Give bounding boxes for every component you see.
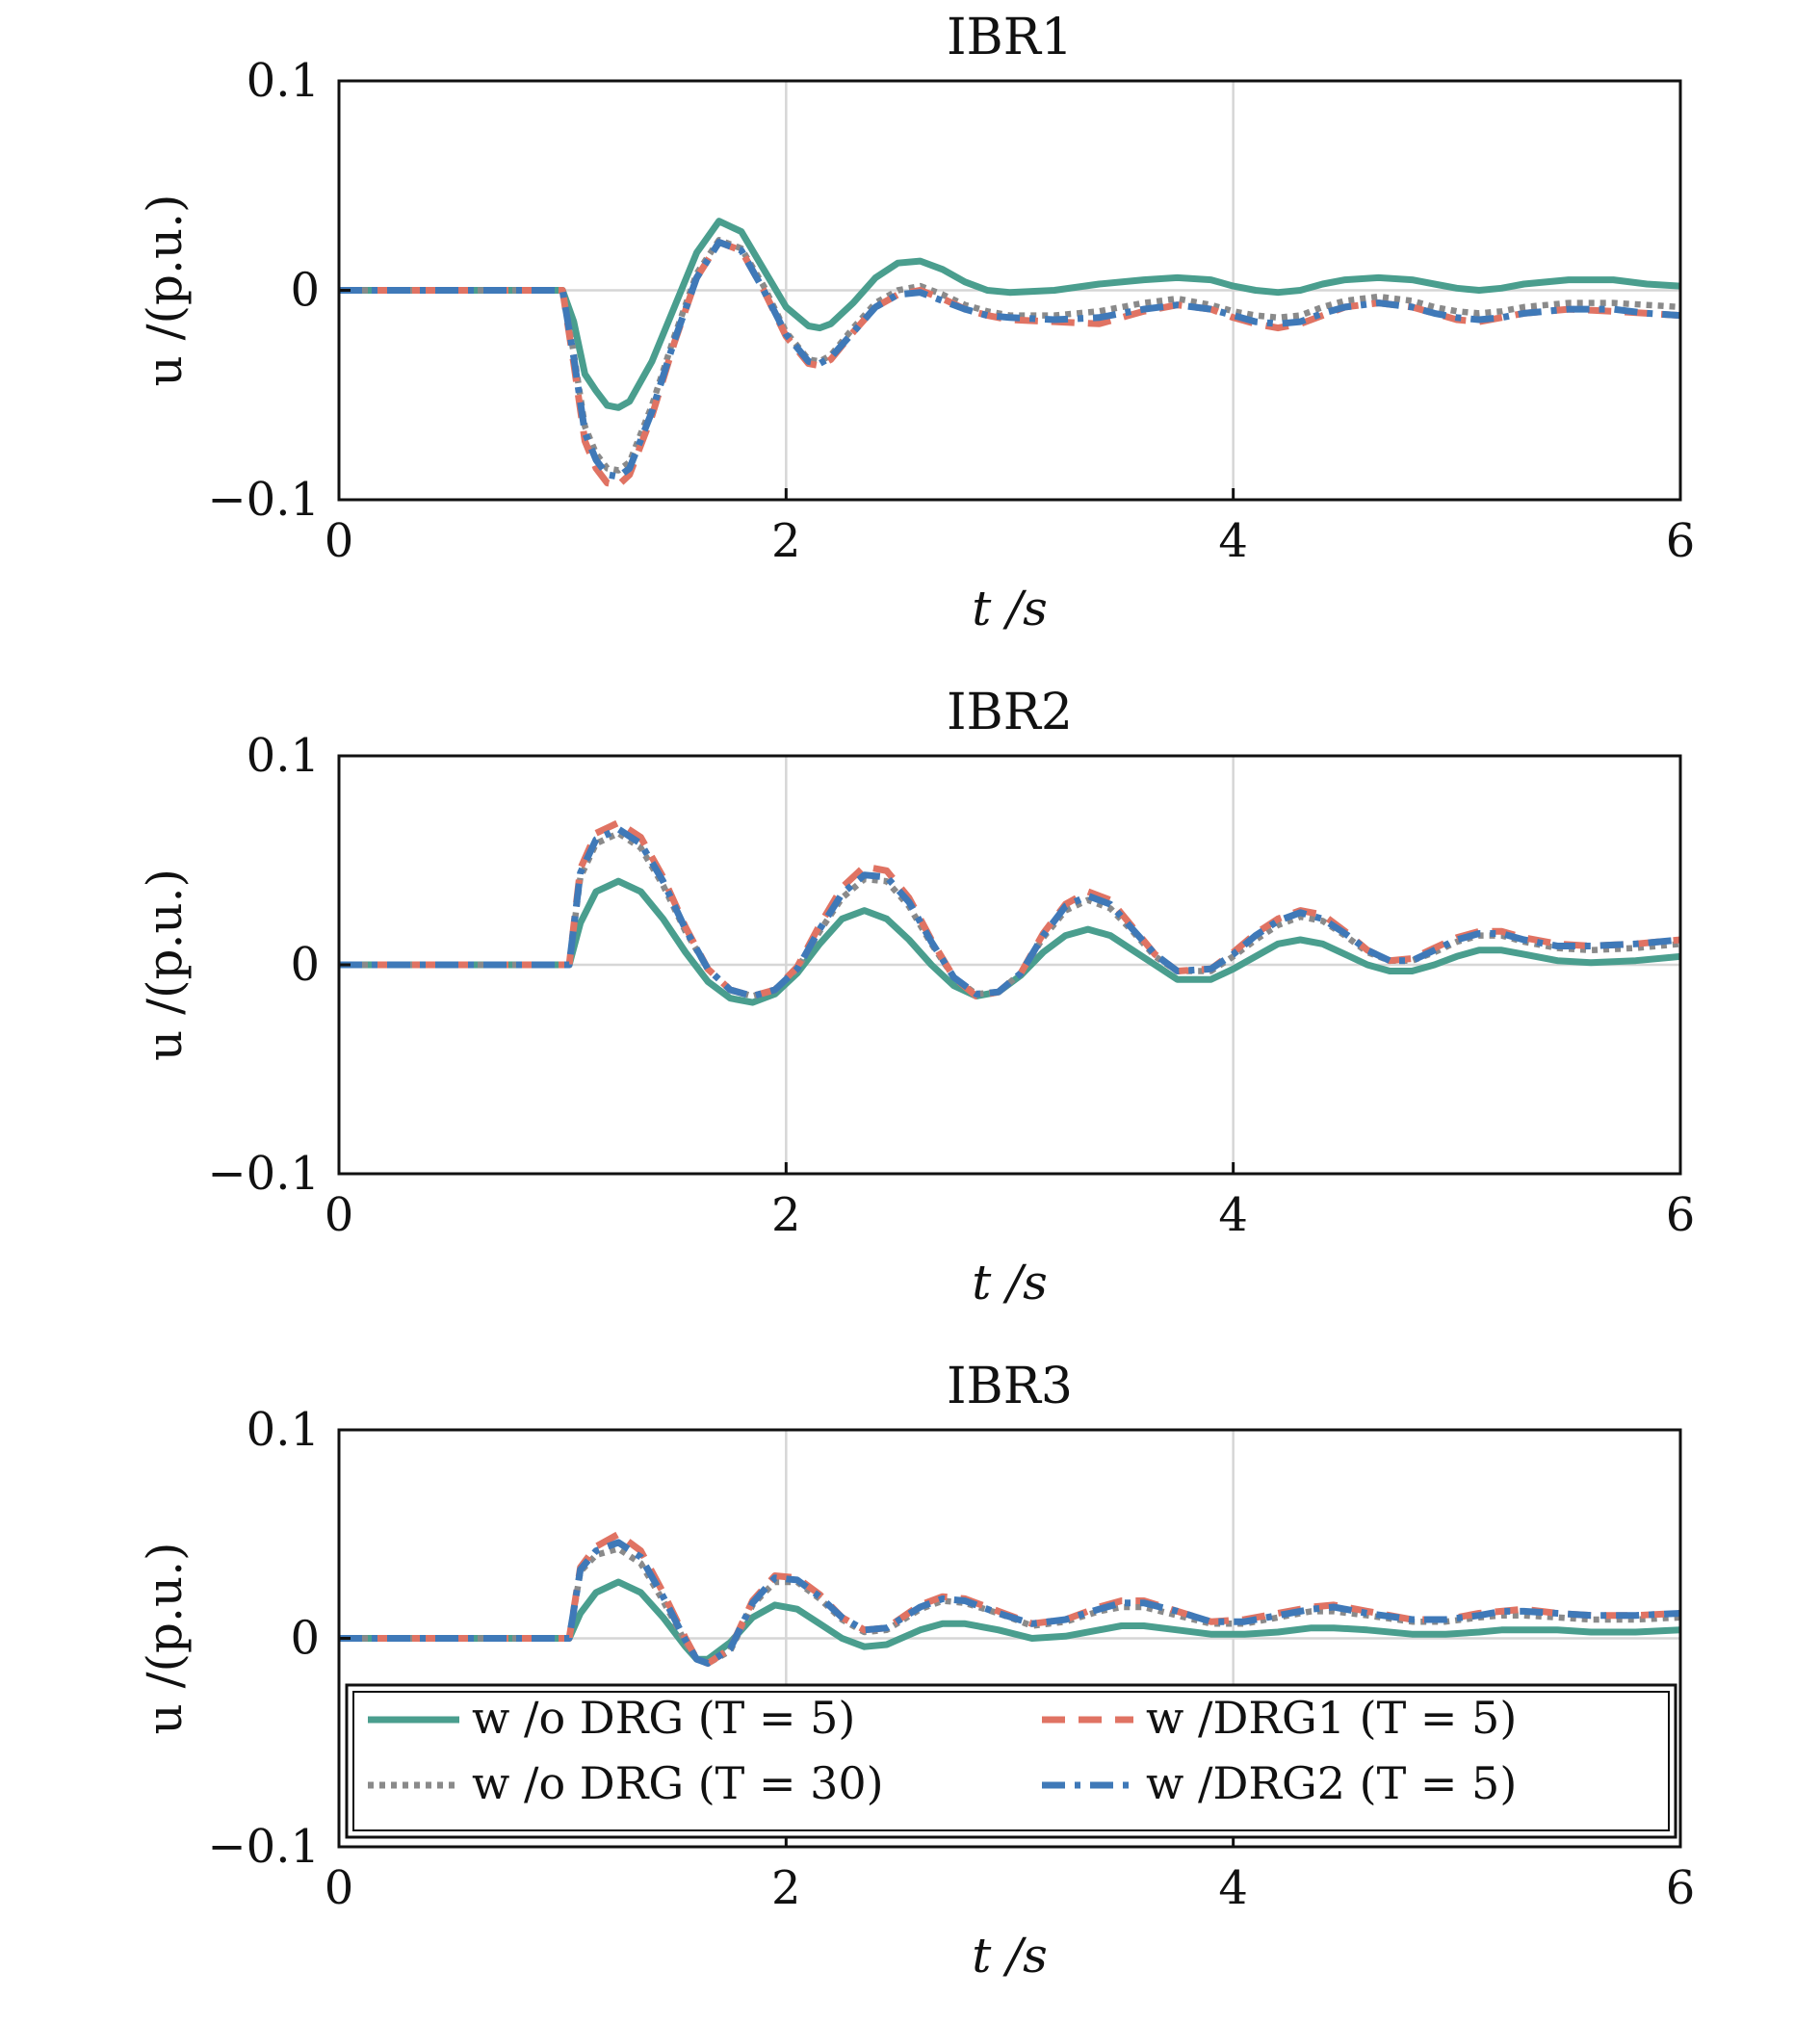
series-line-wo_t5 bbox=[339, 1578, 1680, 1663]
x-tick-label: 0 bbox=[325, 514, 354, 568]
chart-title: IBR2 bbox=[947, 684, 1073, 741]
chart-title: IBR1 bbox=[947, 9, 1073, 66]
y-tick-label: −0.1 bbox=[207, 473, 320, 527]
series-line-drg2 bbox=[339, 1539, 1680, 1667]
series-group bbox=[339, 818, 1680, 1006]
x-tick-label: 2 bbox=[771, 514, 801, 568]
x-tick-label: 2 bbox=[771, 1188, 801, 1242]
y-tick-label: 0 bbox=[290, 1612, 320, 1666]
series-line-wo_t5 bbox=[339, 877, 1680, 1006]
series-group bbox=[339, 218, 1680, 489]
y-tick-label: 0 bbox=[290, 264, 320, 318]
legend-label: w /DRG2 (T = 5) bbox=[1146, 1757, 1517, 1809]
series-line-drg1 bbox=[339, 239, 1680, 489]
chart-title: IBR3 bbox=[947, 1358, 1073, 1415]
x-tick-label: 6 bbox=[1666, 514, 1696, 568]
legend: w /o DRG (T = 5) w /DRG1 (T = 5) w /o DRG … bbox=[345, 1683, 1677, 1839]
legend-item-wo_t30: w /o DRG (T = 30) bbox=[368, 1757, 884, 1809]
legend-item-wo_t5: w /o DRG (T = 5) bbox=[368, 1692, 855, 1744]
series-line-drg2 bbox=[339, 239, 1680, 480]
series-line-wo_t5 bbox=[339, 218, 1680, 411]
y-axis-label: u /(p.u.) bbox=[137, 1543, 193, 1735]
legend-box-outer bbox=[345, 1683, 1677, 1839]
x-axis-label: t /s bbox=[972, 1928, 1048, 1984]
series-line-drg1 bbox=[339, 1530, 1680, 1667]
series-group bbox=[339, 1530, 1680, 1667]
y-tick-label: 0.1 bbox=[247, 54, 320, 108]
x-tick-label: 4 bbox=[1218, 514, 1248, 568]
y-axis-label: u /(p.u.) bbox=[137, 195, 193, 387]
y-tick-label: 0 bbox=[290, 938, 320, 992]
y-tick-label: 0.1 bbox=[247, 729, 320, 783]
x-axis-label: t /s bbox=[972, 581, 1048, 636]
x-tick-label: 2 bbox=[771, 1861, 801, 1915]
y-tick-label: 0.1 bbox=[247, 1403, 320, 1457]
x-tick-label: 0 bbox=[325, 1188, 354, 1242]
x-tick-label: 6 bbox=[1666, 1188, 1696, 1242]
legend-item-drg2: w /DRG2 (T = 5) bbox=[1042, 1757, 1517, 1809]
series-line-drg1 bbox=[339, 818, 1680, 999]
legend-label: w /DRG1 (T = 5) bbox=[1146, 1692, 1517, 1744]
y-axis-label: u /(p.u.) bbox=[137, 869, 193, 1061]
series-line-wo_t30 bbox=[339, 830, 1680, 999]
legend-box-inner bbox=[352, 1691, 1670, 1831]
legend-item-drg1: w /DRG1 (T = 5) bbox=[1042, 1692, 1517, 1744]
x-tick-label: 0 bbox=[325, 1861, 354, 1915]
legend-label: w /o DRG (T = 5) bbox=[472, 1692, 855, 1744]
x-axis-label: t /s bbox=[972, 1255, 1048, 1310]
legend-label: w /o DRG (T = 30) bbox=[472, 1757, 884, 1809]
x-tick-label: 4 bbox=[1218, 1861, 1248, 1915]
series-line-wo_t30 bbox=[339, 1545, 1680, 1667]
series-line-drg2 bbox=[339, 825, 1680, 999]
x-tick-label: 4 bbox=[1218, 1188, 1248, 1242]
y-tick-label: −0.1 bbox=[207, 1820, 320, 1874]
series-line-wo_t30 bbox=[339, 237, 1680, 474]
y-tick-label: −0.1 bbox=[207, 1147, 320, 1201]
x-tick-label: 6 bbox=[1666, 1861, 1696, 1915]
